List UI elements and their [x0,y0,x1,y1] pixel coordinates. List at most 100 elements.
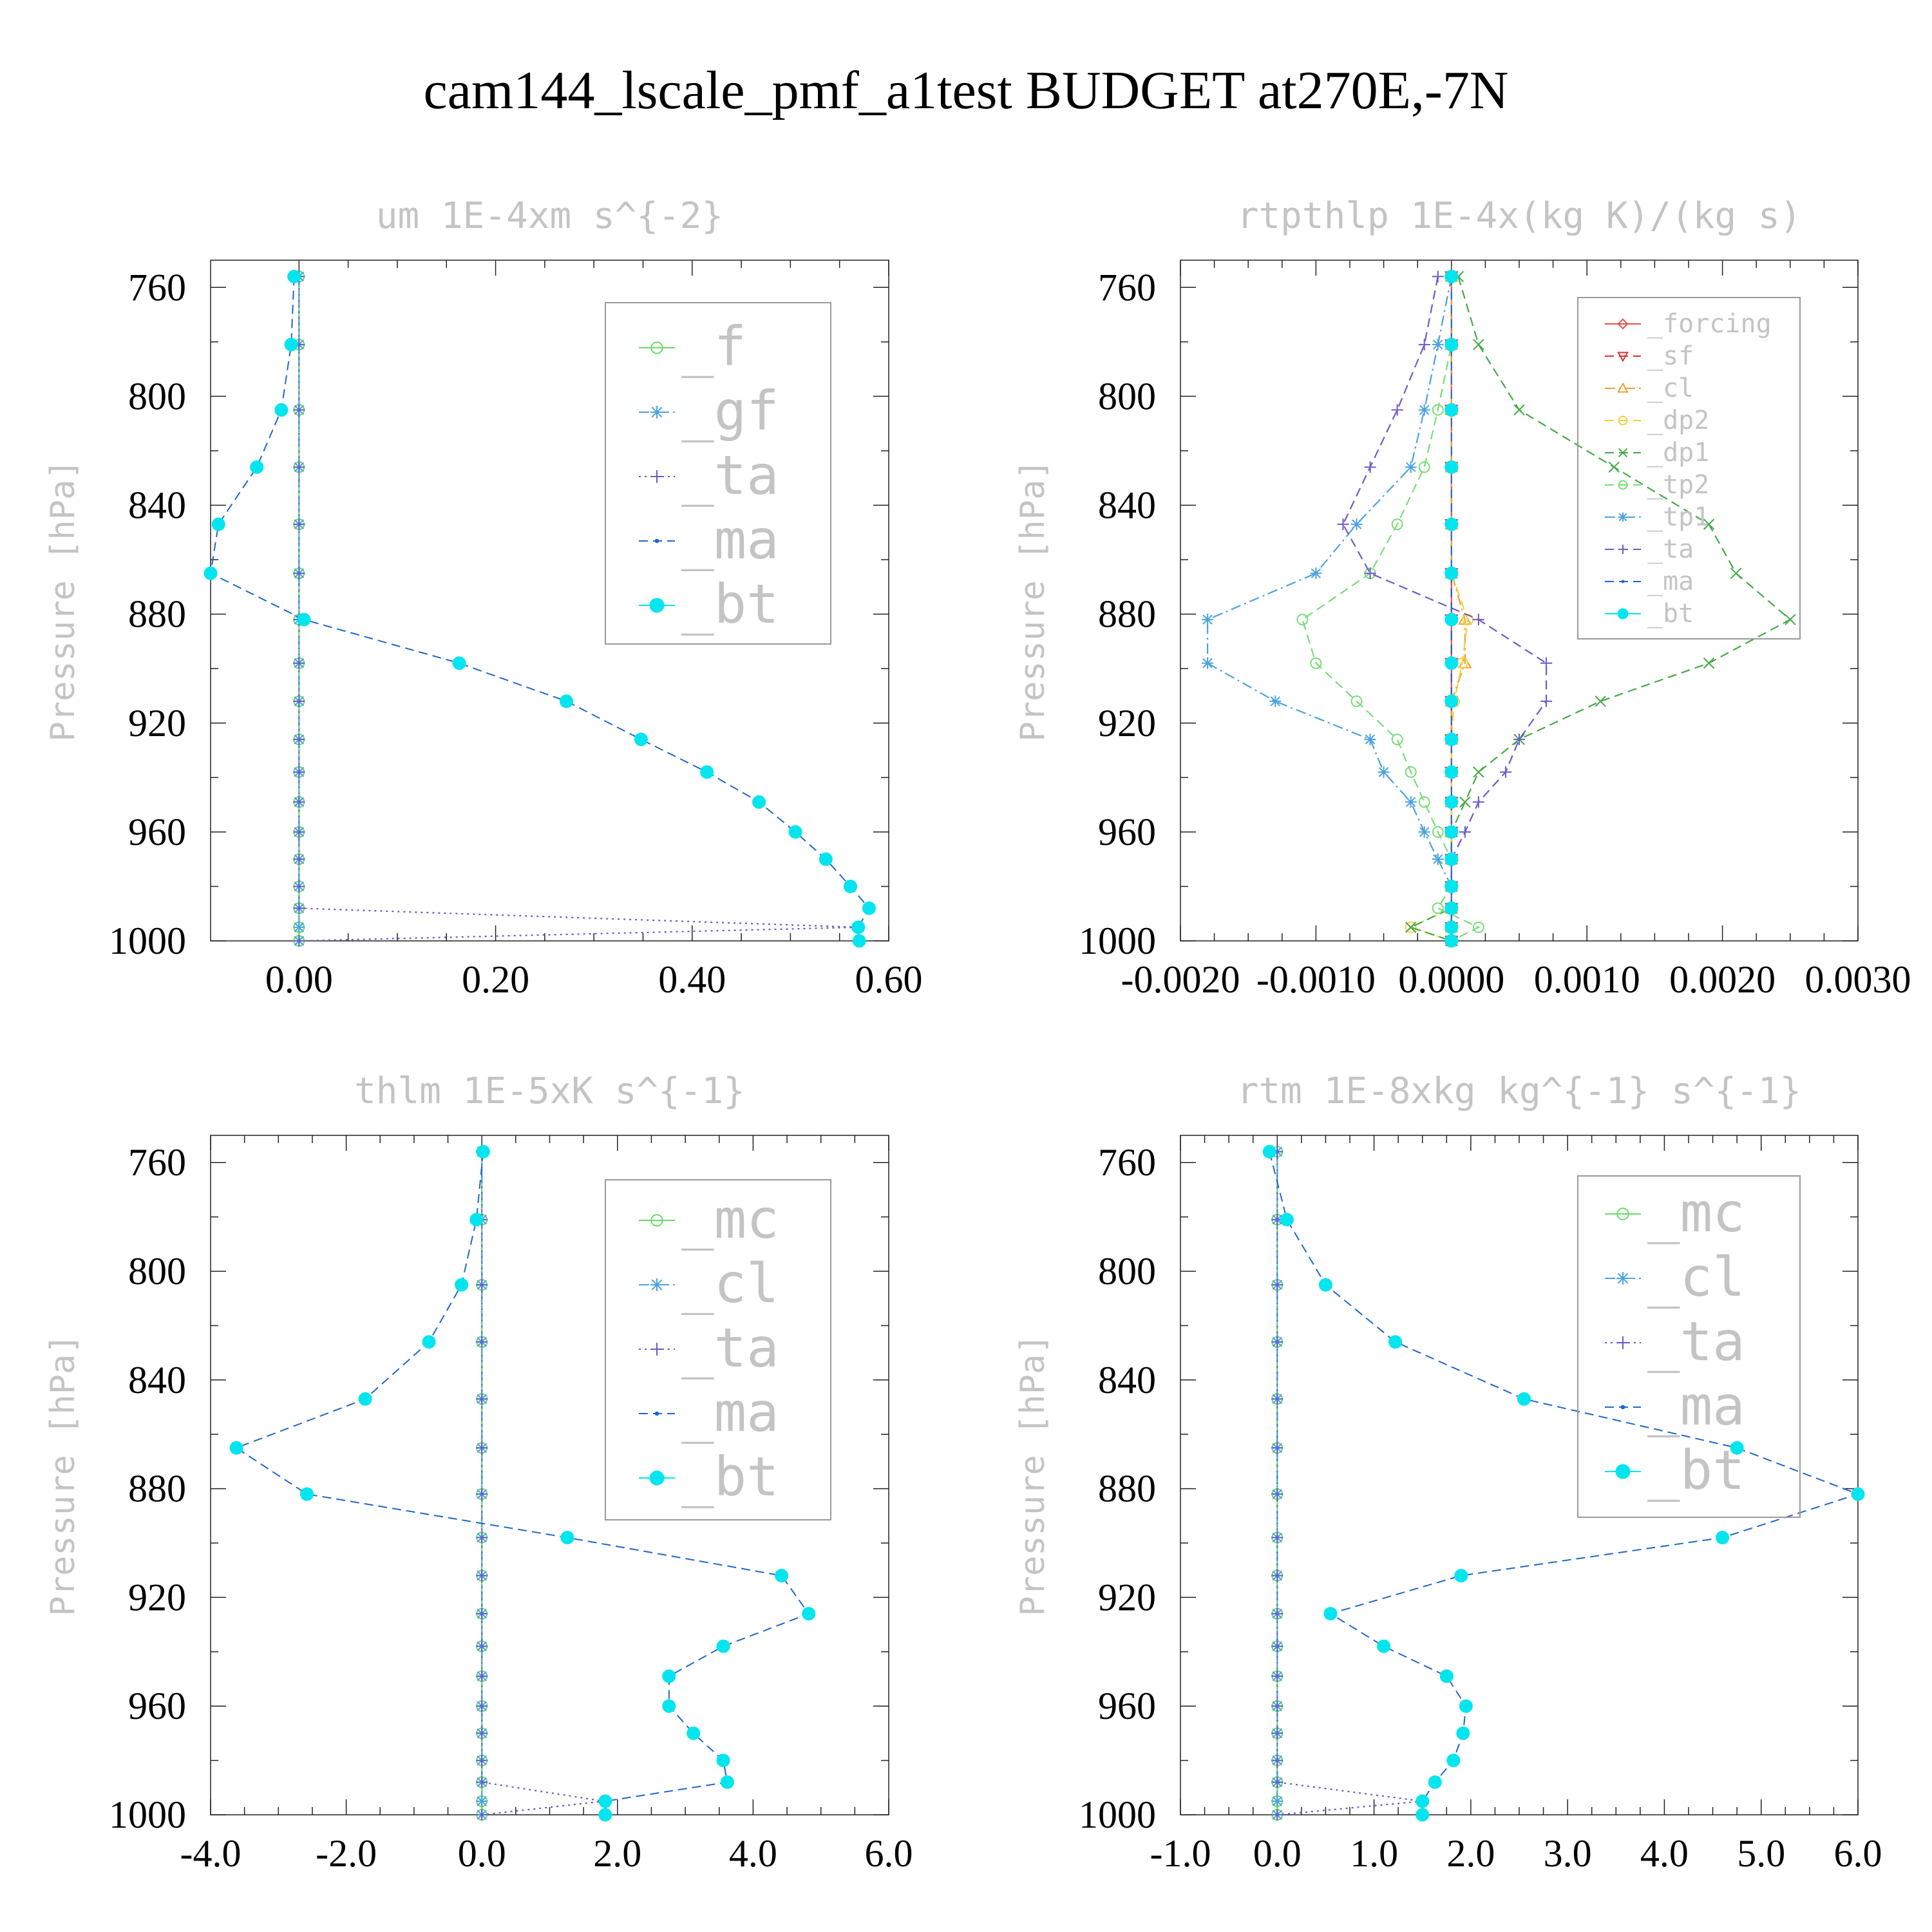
y-tick-label: 840 [1098,484,1156,527]
data-point [1364,567,1376,580]
legend-swatch-marker [1618,448,1628,458]
legend-entry: _dp2 [1605,406,1709,435]
data-point [1271,1670,1283,1682]
data-point [1318,1278,1332,1292]
data-point [1472,921,1484,933]
legend-label: _ta [1647,1310,1745,1373]
data-point [1444,852,1459,866]
legend-label: _cl [681,1252,779,1315]
data-point [293,853,305,866]
legend-entry: _ma [639,1381,779,1444]
legend-label: _f [681,315,746,378]
legend-swatch-marker [650,470,663,483]
data-point [1405,766,1417,778]
y-tick-label: 880 [1098,593,1156,636]
series-tp2 [1296,270,1484,947]
data-point [1444,517,1459,531]
data-point [1262,1144,1276,1159]
legend-entry: _cl [1605,374,1694,403]
y-tick-label: 800 [128,1250,186,1293]
data-point [476,1795,488,1807]
data-point [1454,1569,1468,1583]
x-tick-label: -2.0 [316,1832,377,1875]
data-point [1202,614,1214,626]
y-tick-label: 960 [1098,1685,1156,1727]
y-axis-label: Pressure [hPa] [44,1334,82,1616]
data-point [1703,658,1715,669]
legend-swatch-marker [1618,415,1628,426]
data-point [700,765,714,779]
y-tick-label: 880 [128,1468,186,1510]
data-point [1418,796,1430,808]
legend: _forcing_sf _cl _dp2 _dp1_tp2_tp1 _ta _ma _bt [1577,297,1801,639]
data-point [1271,1336,1283,1348]
x-tick-label: 0.0010 [1534,958,1640,1001]
data-point [476,1754,488,1766]
data-point [1459,1699,1473,1713]
x-tick-label: -4.0 [180,1832,242,1875]
data-point [1444,337,1459,352]
data-point [293,518,305,531]
series-line [1342,276,1548,941]
legend-swatch-marker [654,538,659,544]
data-point [476,1531,488,1544]
data-point [851,920,866,934]
data-point [1271,1776,1283,1788]
legend-entry: _ma [1605,1374,1745,1437]
y-tick-label: 840 [1098,1359,1156,1401]
data-point [1271,1795,1283,1807]
legend-entry: _ta [639,1316,779,1379]
data-point [716,1754,730,1768]
data-point [293,766,305,778]
legend-box [1577,1175,1801,1518]
legend-swatch-marker [650,1278,663,1291]
legend-entry: _bt [639,573,779,636]
legend-swatch-marker [1621,580,1625,583]
series-line [1276,1151,1423,1816]
legend-entry: _bt [1605,1439,1745,1502]
legend-swatch-marker [1617,318,1629,330]
x-tick-label: 0.40 [658,958,726,1001]
data-point [1418,339,1430,351]
data-point [1540,657,1553,669]
y-tick-label: 760 [1098,1141,1156,1184]
data-point [1271,1393,1283,1405]
data-point [1444,920,1459,934]
data-point [720,1775,734,1789]
y-tick-label: 760 [128,266,186,308]
data-point [1323,1607,1338,1621]
plot-frame [1180,1135,1859,1815]
data-point [1703,518,1715,530]
data-point [250,460,264,474]
data-point [1202,657,1214,669]
legend-label: _bt [681,573,779,636]
series-bt [1262,1144,1865,1822]
legend-entry: _gf [639,379,779,442]
data-point [1271,1569,1283,1582]
data-point [1517,1392,1531,1406]
legend-swatch-marker [1620,1405,1625,1410]
data-point [1432,404,1444,416]
data-point [229,1441,243,1455]
chart-panel-2: rtpthlp 1E-4x(kg K)/(kg s) Pressure [hPa]… [1014,195,1911,1001]
legend-swatch-marker [1617,608,1629,620]
series-ma [1267,1150,1861,1817]
data-point [1432,826,1444,838]
x-tick-label: 0.0030 [1805,958,1911,1001]
y-tick-label: 1000 [1079,920,1156,962]
data-point [293,921,305,933]
data-point [476,1809,488,1821]
data-point [1391,734,1403,746]
data-point [1391,518,1403,531]
x-tick-label: 0.0 [458,1832,506,1875]
data-point [1446,1754,1461,1768]
data-point [1418,461,1430,473]
data-point [1391,404,1403,416]
legend-entry: _mc [639,1188,779,1251]
data-point [852,934,866,948]
data-point [1459,826,1471,838]
data-point [1444,795,1459,809]
data-point [1540,695,1553,707]
series-ta [293,270,866,947]
